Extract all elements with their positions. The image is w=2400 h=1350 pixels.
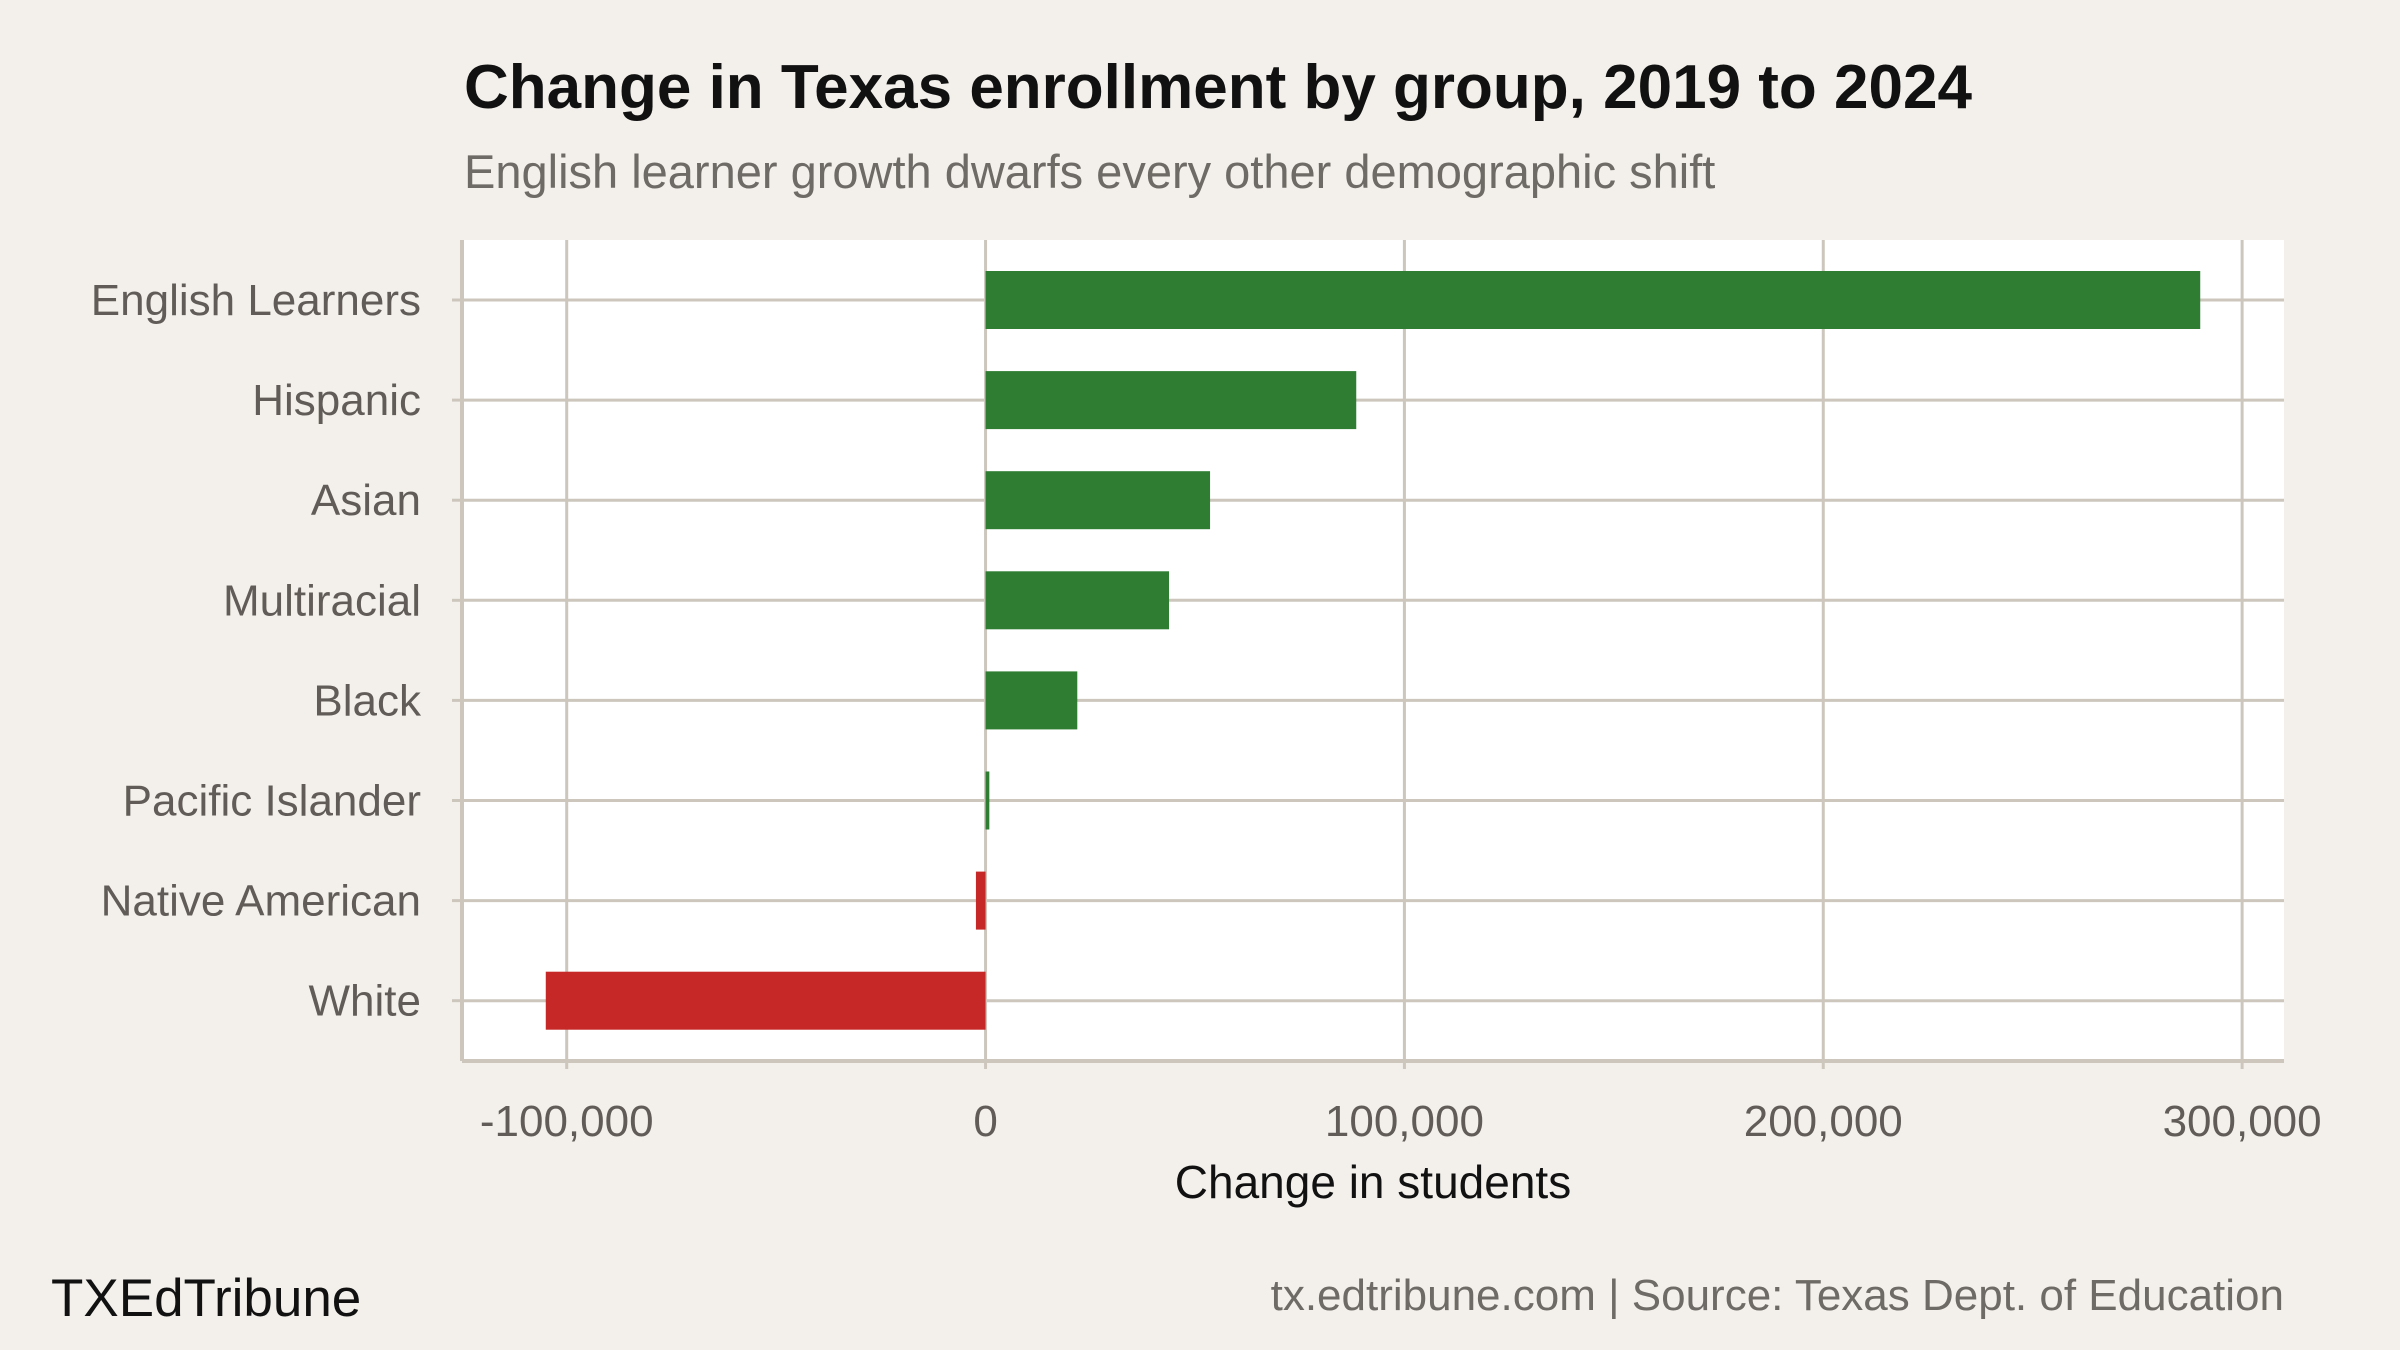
brand-logo-text: TXEdTribune bbox=[51, 1269, 361, 1328]
category-label: Black bbox=[313, 676, 422, 725]
plot-panel bbox=[462, 240, 2284, 1059]
bar-native-american bbox=[975, 871, 986, 930]
x-tick-label: 100,000 bbox=[1325, 1097, 1484, 1146]
category-label: Asian bbox=[311, 476, 421, 525]
chart-subtitle: English learner growth dwarfs every othe… bbox=[464, 145, 1715, 198]
category-label: Native American bbox=[101, 877, 421, 926]
bar-pacific-islander bbox=[985, 771, 990, 830]
source-credit: tx.edtribune.com | Source: Texas Dept. o… bbox=[1271, 1271, 2284, 1320]
bar-black bbox=[985, 671, 1078, 730]
category-label: English Learners bbox=[91, 276, 421, 325]
category-label: White bbox=[309, 977, 421, 1026]
x-tick-label: 200,000 bbox=[1744, 1097, 1903, 1146]
bar-asian bbox=[985, 471, 1211, 530]
bar-white bbox=[545, 971, 986, 1030]
category-label: Hispanic bbox=[252, 376, 421, 425]
category-label: Multiracial bbox=[223, 576, 421, 625]
axes bbox=[452, 240, 2284, 1069]
x-tick-label: -100,000 bbox=[480, 1097, 654, 1146]
bars bbox=[545, 271, 2201, 1030]
x-tick-label: 0 bbox=[973, 1097, 997, 1146]
bar-multiracial bbox=[985, 571, 1170, 630]
x-tick-label: 300,000 bbox=[2163, 1097, 2322, 1146]
bar-english-learners bbox=[985, 271, 2201, 329]
x-axis-title: Change in students bbox=[1175, 1156, 1571, 1208]
tick-labels: -100,000 0 100,000 200,000 300,000 bbox=[480, 1097, 2322, 1146]
chart-title: Change in Texas enrollment by group, 201… bbox=[464, 53, 1972, 122]
bar-hispanic bbox=[985, 371, 1357, 430]
category-label: Pacific Islander bbox=[123, 777, 421, 826]
category-labels: English Learners Hispanic Asian Multiracial… bbox=[91, 276, 422, 1026]
